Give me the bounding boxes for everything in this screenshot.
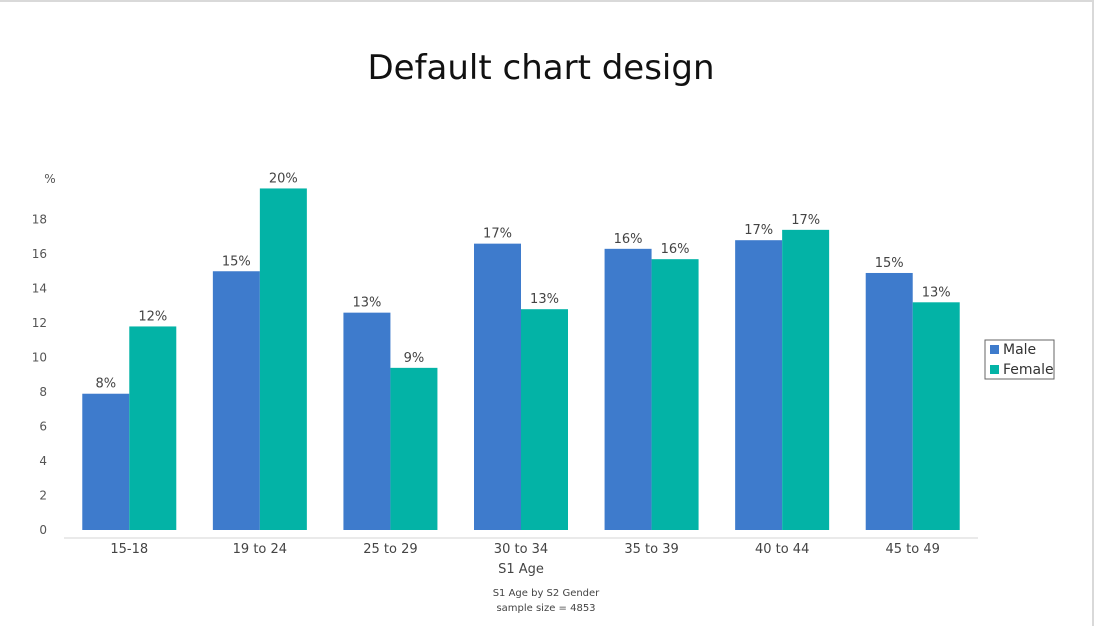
y-axis-label: %: [44, 172, 55, 186]
y-tick-label: 8: [39, 385, 47, 399]
bar-female-35-to-39: [651, 259, 699, 530]
data-label: 17%: [744, 223, 773, 238]
legend-swatch-male: [990, 345, 999, 354]
bar-male-45-to-49: [865, 272, 913, 530]
x-tick-label: 25 to 29: [363, 542, 417, 557]
y-tick-label: 2: [39, 489, 47, 503]
legend-swatch-female: [990, 365, 999, 374]
data-label: 17%: [483, 227, 512, 242]
bar-female-19-to-24: [259, 188, 307, 530]
y-tick-label: 18: [32, 213, 47, 227]
bar-female-30-to-34: [521, 309, 568, 530]
chart-title: Default chart design: [367, 48, 714, 88]
bar-male-19-to-24: [212, 271, 260, 530]
footnote-line-2: sample size = 4853: [496, 603, 595, 614]
bar-female-15-18: [129, 326, 177, 530]
bar-male-40-to-44: [735, 240, 783, 530]
x-tick-label: 40 to 44: [755, 542, 809, 557]
data-label: 13%: [922, 285, 951, 300]
data-label: 20%: [269, 171, 298, 186]
bar-male-30-to-34: [474, 243, 521, 530]
data-label: 9%: [404, 351, 425, 366]
data-labels-group: 8% 12% 15% 20% 13% 9% 17% 13% 16% 16% 17% 17% 15% 13%: [95, 171, 950, 391]
data-label: 13%: [352, 296, 381, 311]
x-tick-label: 15-18: [110, 542, 148, 557]
y-tick-label: 10: [32, 351, 47, 365]
legend-label-male: Male: [1003, 342, 1036, 358]
y-axis-ticks: 0 2 4 6 8 10 12 14 16 18: [32, 213, 47, 538]
data-label: 16%: [661, 242, 690, 257]
x-axis-ticks: 15-18 19 to 24 25 to 29 30 to 34 35 to 39 40 …: [110, 542, 940, 557]
data-label: 13%: [530, 292, 559, 307]
bar-male-35-to-39: [604, 248, 652, 530]
y-tick-label: 4: [39, 454, 47, 468]
data-label: 16%: [614, 232, 643, 247]
bar-female-45-to-49: [912, 302, 960, 530]
data-label: 12%: [138, 309, 167, 324]
bar-male-15-18: [82, 393, 130, 530]
bar-female-40-to-44: [782, 229, 830, 530]
data-label: 15%: [875, 256, 904, 271]
bar-male-25-to-29: [343, 312, 391, 530]
x-tick-label: 30 to 34: [494, 542, 548, 557]
x-tick-label: 35 to 39: [624, 542, 678, 557]
legend-label-female: Female: [1003, 362, 1054, 378]
y-tick-label: 12: [32, 316, 47, 330]
y-tick-label: 16: [32, 247, 47, 261]
legend: Male Female: [984, 339, 1055, 380]
bars-group: [82, 188, 960, 530]
y-tick-label: 14: [32, 282, 47, 296]
x-axis-label: S1 Age: [498, 562, 544, 577]
data-label: 15%: [222, 254, 251, 269]
bar-female-25-to-29: [390, 367, 438, 530]
data-label: 17%: [791, 213, 820, 228]
y-tick-label: 6: [39, 420, 47, 434]
y-tick-label: 0: [39, 523, 47, 537]
x-tick-label: 19 to 24: [233, 542, 287, 557]
footnote-line-1: S1 Age by S2 Gender: [493, 588, 600, 599]
x-tick-label: 45 to 49: [886, 542, 940, 557]
data-label: 8%: [95, 377, 116, 392]
